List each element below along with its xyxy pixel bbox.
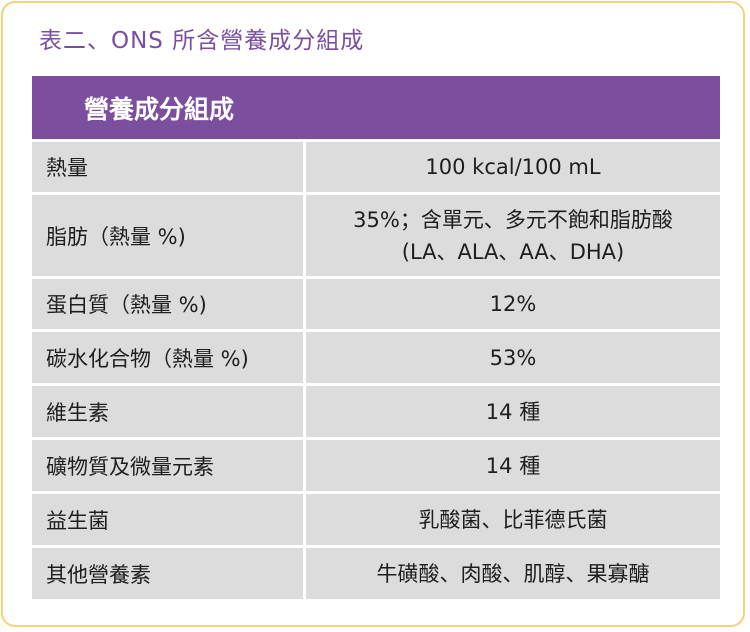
nutrition-table: 營養成分組成 熱量 100 kcal/100 mL 脂肪（熱量 %) 35%；含… xyxy=(32,76,720,602)
row-value: 100 kcal/100 mL xyxy=(306,142,720,192)
row-label: 蛋白質（熱量 %) xyxy=(32,279,303,329)
row-label: 碳水化合物（熱量 %) xyxy=(32,332,303,383)
value-line: 14 種 xyxy=(485,399,541,424)
table-header: 營養成分組成 xyxy=(32,76,720,139)
value-line: 乳酸菌、比菲德氏菌 xyxy=(418,507,608,532)
value-line: 53% xyxy=(489,345,537,370)
table-row: 碳水化合物（熱量 %) 53% xyxy=(32,332,720,383)
value-line: 35%；含單元、多元不飽和脂肪酸 xyxy=(353,207,673,232)
table-row: 其他營養素 牛磺酸、肉酸、肌醇、果寡醣 xyxy=(32,548,720,599)
table-row: 維生素 14 種 xyxy=(32,386,720,437)
row-value: 14 種 xyxy=(306,386,720,437)
row-label: 熱量 xyxy=(32,142,303,192)
row-label: 維生素 xyxy=(32,386,303,437)
row-value: 牛磺酸、肉酸、肌醇、果寡醣 xyxy=(306,548,720,599)
value-line: 牛磺酸、肉酸、肌醇、果寡醣 xyxy=(376,561,650,586)
table-row: 益生菌 乳酸菌、比菲德氏菌 xyxy=(32,494,720,545)
table-caption: 表二、ONS 所含營養成分組成 xyxy=(39,28,365,54)
table-row: 礦物質及微量元素 14 種 xyxy=(32,440,720,491)
value-line: 14 種 xyxy=(485,453,541,478)
value-line: 12% xyxy=(489,292,537,316)
table-row: 脂肪（熱量 %) 35%；含單元、多元不飽和脂肪酸 (LA、ALA、AA、DHA… xyxy=(32,195,720,276)
value-line: (LA、ALA、AA、DHA) xyxy=(401,239,625,264)
row-label: 脂肪（熱量 %) xyxy=(32,195,303,276)
row-label: 礦物質及微量元素 xyxy=(32,440,303,491)
value-line: 100 kcal/100 mL xyxy=(425,155,601,179)
row-label: 其他營養素 xyxy=(32,548,303,599)
row-value: 12% xyxy=(306,279,720,329)
row-value: 14 種 xyxy=(306,440,720,491)
table-row: 熱量 100 kcal/100 mL xyxy=(32,142,720,192)
row-value: 乳酸菌、比菲德氏菌 xyxy=(306,494,720,545)
table-row: 蛋白質（熱量 %) 12% xyxy=(32,279,720,329)
row-value: 35%；含單元、多元不飽和脂肪酸 (LA、ALA、AA、DHA) xyxy=(306,195,720,276)
row-label: 益生菌 xyxy=(32,494,303,545)
row-value: 53% xyxy=(306,332,720,383)
